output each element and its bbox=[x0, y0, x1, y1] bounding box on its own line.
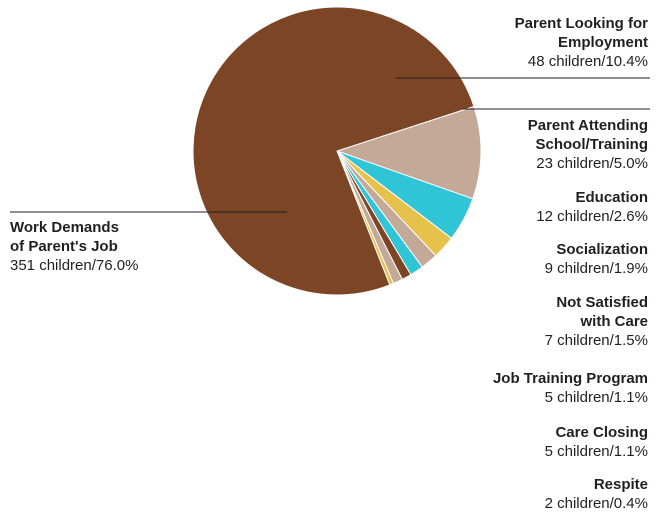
leader-lines bbox=[10, 77, 650, 213]
label-jobtrain-value: 5 children/1.1% bbox=[544, 389, 648, 406]
pie-slice-looking bbox=[335, 105, 482, 200]
label-respite-name: Respite bbox=[593, 476, 648, 493]
label-jobtrain: Job Training Program 5 children/1.1% bbox=[493, 369, 648, 407]
label-closing: Care Closing 5 children/1.1% bbox=[545, 423, 648, 461]
label-social: Socialization 9 children/1.9% bbox=[545, 240, 648, 278]
pie-slices bbox=[192, 6, 482, 296]
label-looking-value: 48 children/10.4% bbox=[527, 53, 648, 70]
label-respite: Respite 2 children/0.4% bbox=[545, 475, 648, 513]
label-work-value: 351 children/76.0% bbox=[10, 257, 139, 274]
label-notsat: Not Satisfied with Care 7 children/1.5% bbox=[545, 293, 648, 350]
label-closing-value: 5 children/1.1% bbox=[544, 443, 648, 460]
label-education-name: Education bbox=[575, 189, 648, 206]
label-notsat-name: Not Satisfied with Care bbox=[556, 294, 648, 330]
label-education: Education 12 children/2.6% bbox=[536, 188, 648, 226]
label-work-name: Work Demands of Parent's Job bbox=[10, 219, 119, 255]
pie-slice-work bbox=[192, 6, 475, 296]
label-school: Parent Attending School/Training 23 chil… bbox=[528, 116, 648, 173]
label-closing-name: Care Closing bbox=[555, 424, 648, 441]
label-looking: Parent Looking for Employment 48 childre… bbox=[515, 14, 648, 71]
label-school-name: Parent Attending School/Training bbox=[527, 117, 648, 153]
label-education-value: 12 children/2.6% bbox=[536, 208, 648, 225]
label-social-name: Socialization bbox=[556, 241, 648, 258]
label-work: Work Demands of Parent's Job 351 childre… bbox=[10, 218, 138, 275]
label-notsat-value: 7 children/1.5% bbox=[544, 332, 648, 349]
label-school-value: 23 children/5.0% bbox=[536, 155, 648, 172]
label-respite-value: 2 children/0.4% bbox=[544, 495, 648, 512]
label-looking-name: Parent Looking for Employment bbox=[514, 15, 648, 51]
label-jobtrain-name: Job Training Program bbox=[492, 370, 648, 387]
label-social-value: 9 children/1.9% bbox=[544, 260, 648, 277]
